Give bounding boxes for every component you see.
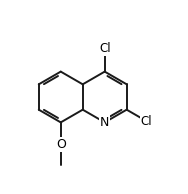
Text: N: N [100,116,109,129]
Text: Cl: Cl [99,42,111,55]
Text: Cl: Cl [141,115,152,128]
Text: O: O [56,138,66,151]
